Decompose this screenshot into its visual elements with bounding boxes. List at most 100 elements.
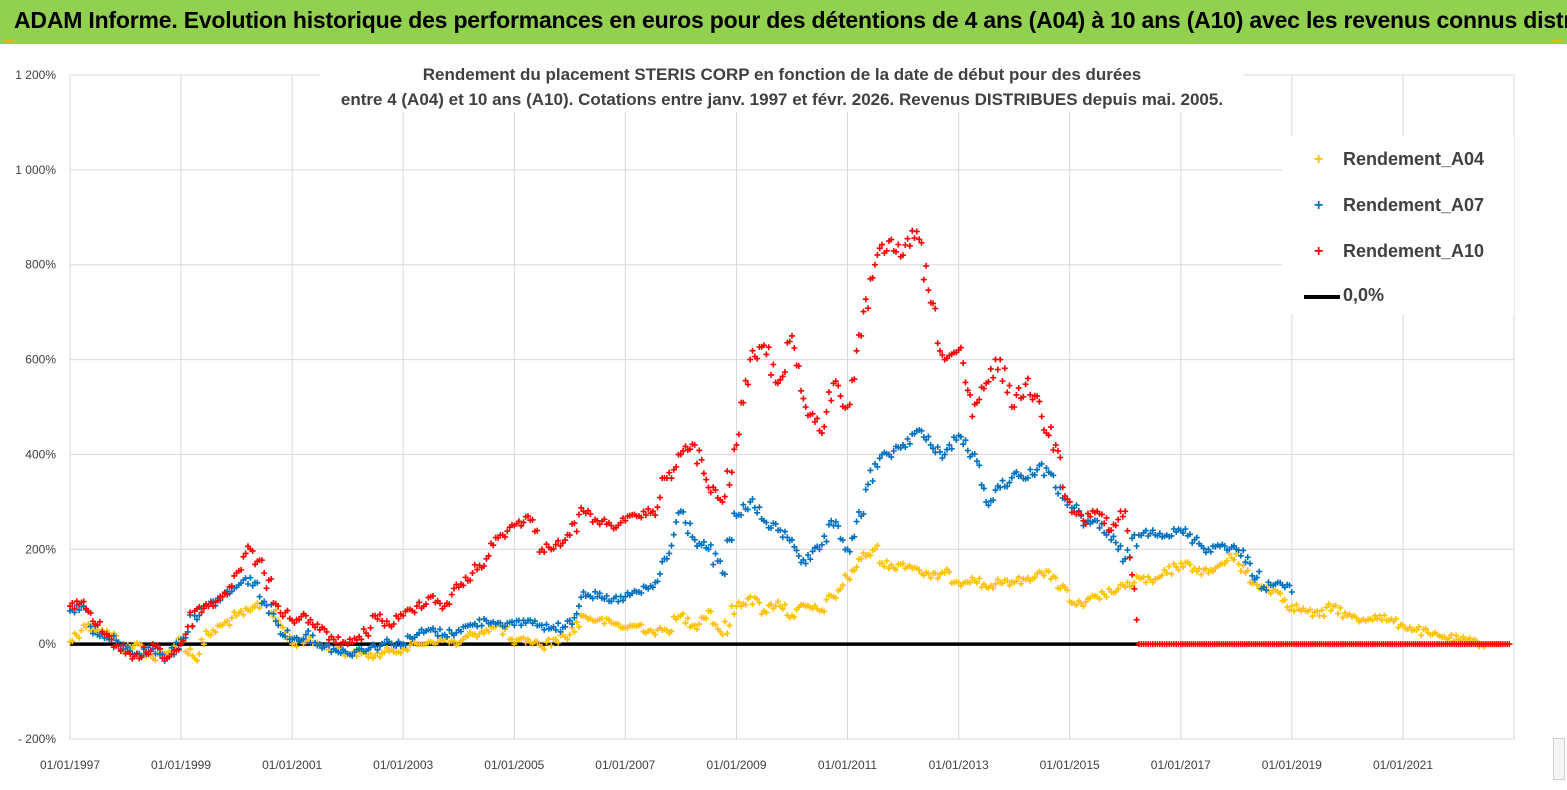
marker-rendement-a07 [974, 458, 980, 465]
x-tick-label: 01/01/2015 [1040, 758, 1100, 772]
marker-rendement-a04 [782, 601, 788, 608]
marker-rendement-a07 [411, 634, 418, 641]
marker-rendement-a04 [860, 550, 867, 557]
marker-rendement-a07 [740, 501, 747, 508]
scrollbar-handle[interactable] [1553, 738, 1565, 780]
data-point-rendement-a07 [580, 589, 587, 595]
marker-rendement-a04 [184, 650, 191, 657]
marker-rendement-a10 [460, 582, 467, 589]
marker-rendement-a07 [939, 455, 946, 461]
marker-rendement-a07 [890, 448, 897, 454]
marker-rendement-a04 [1355, 618, 1362, 625]
marker-rendement-a10 [911, 235, 918, 242]
corner-mark-left [4, 40, 14, 42]
marker-rendement-a10 [1050, 447, 1057, 453]
x-tick-label: 01/01/1997 [40, 758, 100, 772]
marker-rendement-a10 [888, 236, 895, 243]
marker-rendement-a10 [964, 387, 971, 394]
marker-rendement-a10 [749, 347, 756, 354]
marker-rendement-a07 [832, 518, 839, 525]
marker-rendement-a07 [1043, 465, 1050, 471]
data-point-rendement-a10 [802, 404, 809, 410]
marker-rendement-a07 [823, 538, 830, 545]
marker-rendement-a10 [999, 378, 1006, 384]
marker-rendement-a04 [1237, 568, 1244, 574]
data-point-rendement-a07 [941, 451, 948, 458]
marker-rendement-a04 [453, 641, 460, 648]
marker-rendement-a07 [661, 555, 668, 562]
marker-rendement-a04 [867, 552, 874, 559]
marker-rendement-a07 [1193, 534, 1200, 541]
marker-rendement-a04 [1133, 573, 1140, 580]
marker-rendement-a04 [434, 638, 441, 645]
marker-rendement-a10 [543, 541, 550, 548]
marker-rendement-a04 [217, 622, 224, 629]
data-point-rendement-a04 [525, 636, 531, 643]
marker-rendement-a07 [948, 445, 955, 452]
data-point-rendement-a10 [872, 261, 878, 268]
marker-rendement-a10 [272, 600, 279, 607]
marker-rendement-a07 [256, 593, 263, 600]
x-tick-label: 01/01/2001 [262, 758, 322, 772]
data-point-rendement-a10 [178, 641, 184, 648]
marker-rendement-a07 [842, 546, 849, 553]
marker-rendement-a10 [238, 567, 245, 573]
marker-rendement-a10 [974, 399, 980, 406]
x-tick-label: 01/01/2003 [373, 758, 433, 772]
marker-rendement-a04 [194, 657, 200, 664]
marker-rendement-a04 [916, 566, 923, 573]
x-tick-label: 01/01/2013 [929, 758, 989, 772]
marker-rendement-a04 [1231, 556, 1237, 563]
marker-rendement-a04 [1369, 617, 1376, 624]
marker-rendement-a04 [883, 558, 890, 564]
marker-rendement-a04 [451, 638, 457, 645]
marker-rendement-a07 [1008, 474, 1015, 481]
marker-rendement-a10 [555, 537, 562, 544]
marker-rendement-a07 [1013, 468, 1020, 475]
marker-rendement-a04 [212, 629, 219, 636]
data-point-rendement-a07 [802, 560, 809, 567]
marker-rendement-a10 [157, 645, 163, 652]
marker-rendement-a10 [390, 621, 397, 627]
marker-rendement-a04 [226, 622, 233, 629]
marker-rendement-a10 [652, 512, 659, 519]
marker-rendement-a10 [842, 404, 849, 411]
marker-rendement-a10 [1091, 509, 1098, 516]
marker-rendement-a10 [242, 550, 249, 557]
marker-rendement-a07 [738, 512, 745, 518]
marker-rendement-a10 [744, 381, 751, 388]
marker-rendement-a10 [529, 516, 536, 523]
marker-rendement-a10 [814, 415, 821, 422]
marker-rendement-a10 [312, 624, 319, 631]
data-point-rendement-a10 [1024, 375, 1031, 382]
marker-rendement-a07 [967, 453, 974, 460]
marker-rendement-a04 [851, 567, 858, 574]
marker-rendement-a07 [684, 530, 691, 537]
marker-rendement-a04 [1240, 562, 1247, 569]
marker-rendement-a04 [1453, 632, 1460, 639]
marker-rendement-a07 [687, 520, 694, 527]
x-tick-label: 01/01/2007 [595, 758, 655, 772]
data-point-rendement-a10 [789, 332, 795, 339]
marker-rendement-a04 [534, 638, 541, 645]
marker-rendement-a10 [175, 646, 182, 653]
marker-rendement-a10 [92, 621, 99, 628]
marker-rendement-a07 [925, 433, 932, 440]
marker-rendement-a04 [272, 606, 279, 613]
legend-label-a04: Rendement_A04 [1343, 149, 1485, 169]
marker-rendement-a10 [430, 593, 436, 599]
x-tick-label: 01/01/2009 [706, 758, 766, 772]
marker-rendement-a10 [1098, 511, 1105, 518]
marker-rendement-a07 [309, 632, 316, 639]
marker-rendement-a07 [550, 623, 557, 630]
marker-rendement-a07 [964, 447, 971, 454]
data-point-rendement-a04 [511, 641, 518, 648]
marker-rendement-a10 [937, 347, 943, 354]
marker-rendement-a10 [1020, 393, 1027, 400]
marker-rendement-a10 [832, 378, 839, 385]
marker-rendement-a10 [117, 648, 124, 655]
marker-rendement-a10 [1112, 522, 1119, 529]
marker-rendement-a10 [210, 603, 217, 610]
marker-rendement-a04 [756, 599, 763, 606]
marker-rendement-a07 [245, 581, 251, 587]
